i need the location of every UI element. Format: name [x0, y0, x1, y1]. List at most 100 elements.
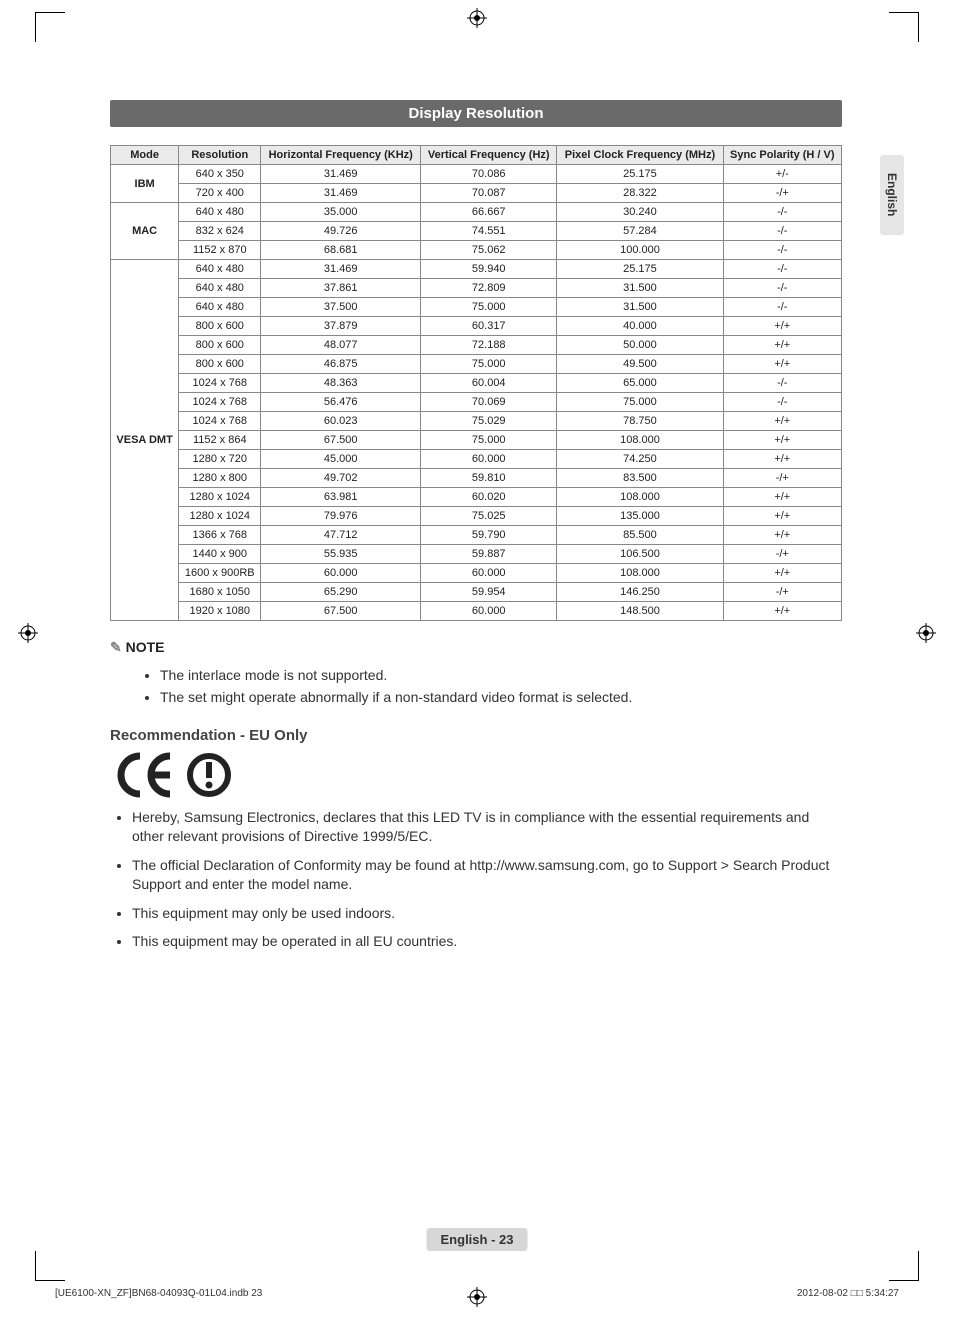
table-cell: 74.250: [557, 450, 723, 469]
table-cell: +/+: [723, 412, 841, 431]
mode-cell: VESA DMT: [111, 260, 179, 621]
table-cell: +/+: [723, 336, 841, 355]
table-cell: +/+: [723, 564, 841, 583]
table-cell: 75.000: [421, 355, 557, 374]
ce-mark-row: [110, 752, 842, 798]
table-cell: 100.000: [557, 241, 723, 260]
table-cell: -/-: [723, 374, 841, 393]
table-cell: 1024 x 768: [179, 412, 261, 431]
table-cell: 48.363: [261, 374, 421, 393]
table-cell: +/+: [723, 317, 841, 336]
table-cell: 832 x 624: [179, 222, 261, 241]
table-cell: 59.790: [421, 526, 557, 545]
section-title: Display Resolution: [110, 100, 842, 127]
table-cell: -/-: [723, 241, 841, 260]
table-header: Pixel Clock Frequency (MHz): [557, 146, 723, 165]
table-cell: 37.879: [261, 317, 421, 336]
table-cell: +/+: [723, 602, 841, 621]
table-cell: 63.981: [261, 488, 421, 507]
table-row: 1600 x 900RB60.00060.000108.000+/+: [111, 564, 842, 583]
crop-mark-bl: [35, 1251, 65, 1281]
table-cell: 1280 x 800: [179, 469, 261, 488]
table-cell: 59.940: [421, 260, 557, 279]
table-cell: 1280 x 1024: [179, 507, 261, 526]
table-cell: 37.861: [261, 279, 421, 298]
table-row: 1152 x 87068.68175.062100.000-/-: [111, 241, 842, 260]
table-cell: +/+: [723, 450, 841, 469]
table-header: Horizontal Frequency (KHz): [261, 146, 421, 165]
table-row: 720 x 40031.46970.08728.322-/+: [111, 184, 842, 203]
table-cell: 78.750: [557, 412, 723, 431]
table-cell: 75.000: [421, 431, 557, 450]
table-cell: 75.025: [421, 507, 557, 526]
footer-filename: [UE6100-XN_ZF]BN68-04093Q-01L04.indb 23: [55, 1288, 262, 1299]
table-cell: -/-: [723, 260, 841, 279]
table-row: 800 x 60037.87960.31740.000+/+: [111, 317, 842, 336]
recommendation-list: Hereby, Samsung Electronics, declares th…: [132, 808, 842, 951]
table-cell: 800 x 600: [179, 336, 261, 355]
table-cell: 108.000: [557, 431, 723, 450]
note-section: NOTE The interlace mode is not supported…: [110, 639, 842, 705]
table-cell: 72.188: [421, 336, 557, 355]
table-cell: 148.500: [557, 602, 723, 621]
note-item: The interlace mode is not supported.: [160, 667, 842, 683]
table-cell: 106.500: [557, 545, 723, 564]
table-cell: 48.077: [261, 336, 421, 355]
table-cell: 60.000: [421, 564, 557, 583]
crop-mark-tr: [889, 12, 919, 42]
table-cell: +/+: [723, 507, 841, 526]
table-cell: 31.500: [557, 298, 723, 317]
table-row: 1920 x 108067.50060.000148.500+/+: [111, 602, 842, 621]
table-row: 1280 x 72045.00060.00074.250+/+: [111, 450, 842, 469]
table-cell: 108.000: [557, 488, 723, 507]
crop-mark-br: [889, 1251, 919, 1281]
recommendation-item: The official Declaration of Conformity m…: [132, 856, 842, 894]
table-cell: 49.726: [261, 222, 421, 241]
crop-mark-tl: [35, 12, 65, 42]
table-cell: 1024 x 768: [179, 374, 261, 393]
table-row: 640 x 48037.86172.80931.500-/-: [111, 279, 842, 298]
table-cell: 59.810: [421, 469, 557, 488]
table-cell: 31.469: [261, 184, 421, 203]
table-cell: 31.469: [261, 260, 421, 279]
page-number-badge: English - 23: [427, 1228, 528, 1251]
table-cell: 57.284: [557, 222, 723, 241]
table-cell: 1680 x 1050: [179, 583, 261, 602]
recommendation-item: Hereby, Samsung Electronics, declares th…: [132, 808, 842, 846]
recommendation-item: This equipment may be operated in all EU…: [132, 932, 842, 951]
table-row: 800 x 60048.07772.18850.000+/+: [111, 336, 842, 355]
table-cell: 60.317: [421, 317, 557, 336]
resolution-table: ModeResolutionHorizontal Frequency (KHz)…: [110, 145, 842, 621]
table-cell: 70.087: [421, 184, 557, 203]
table-cell: 640 x 480: [179, 260, 261, 279]
note-list: The interlace mode is not supported. The …: [160, 667, 842, 705]
table-cell: 640 x 480: [179, 279, 261, 298]
table-cell: 85.500: [557, 526, 723, 545]
table-cell: 75.062: [421, 241, 557, 260]
table-row: 832 x 62449.72674.55157.284-/-: [111, 222, 842, 241]
mode-cell: IBM: [111, 165, 179, 203]
table-cell: 640 x 480: [179, 298, 261, 317]
table-cell: -/+: [723, 583, 841, 602]
table-cell: 1280 x 1024: [179, 488, 261, 507]
table-cell: -/+: [723, 184, 841, 203]
table-cell: 75.000: [557, 393, 723, 412]
table-cell: 74.551: [421, 222, 557, 241]
table-cell: -/-: [723, 393, 841, 412]
table-cell: +/+: [723, 488, 841, 507]
note-item: The set might operate abnormally if a no…: [160, 689, 842, 705]
table-cell: 1600 x 900RB: [179, 564, 261, 583]
table-row: 1024 x 76856.47670.06975.000-/-: [111, 393, 842, 412]
table-cell: 30.240: [557, 203, 723, 222]
table-cell: 70.069: [421, 393, 557, 412]
table-cell: -/-: [723, 222, 841, 241]
registration-mark-top: [467, 8, 487, 28]
table-cell: +/+: [723, 355, 841, 374]
table-cell: 1024 x 768: [179, 393, 261, 412]
table-cell: 1152 x 864: [179, 431, 261, 450]
table-row: 640 x 48037.50075.00031.500-/-: [111, 298, 842, 317]
table-cell: 59.954: [421, 583, 557, 602]
table-row: 1366 x 76847.71259.79085.500+/+: [111, 526, 842, 545]
table-row: 800 x 60046.87575.00049.500+/+: [111, 355, 842, 374]
registration-mark-right: [916, 623, 936, 643]
